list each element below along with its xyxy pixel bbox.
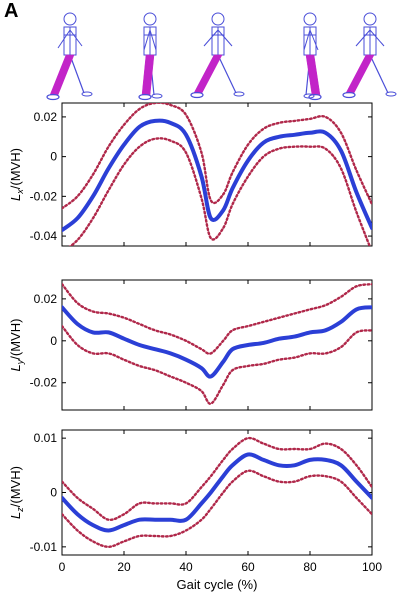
lower-bound-line bbox=[68, 137, 371, 246]
walking-stick-figure-icon bbox=[342, 12, 397, 99]
plot-frame bbox=[61, 279, 373, 411]
x-tick-label: 0 bbox=[59, 560, 66, 574]
y-axis-label: Lz/(MVH) bbox=[8, 466, 25, 519]
y-tick-label: 0 bbox=[50, 486, 57, 500]
upper-bound-line bbox=[62, 283, 372, 355]
chart-ly: 0.02 0 -0.02 Ly/(MVH) bbox=[8, 279, 373, 411]
mean-series-line bbox=[62, 118, 372, 233]
walking-stick-figure-icon bbox=[303, 12, 322, 101]
y-tick-label: 0.02 bbox=[34, 292, 58, 306]
x-tick-label: 40 bbox=[179, 560, 193, 574]
mean-series-line bbox=[62, 305, 372, 379]
y-axis-label: Lx/(MVH) bbox=[8, 148, 25, 201]
y-tick-label: -0.02 bbox=[30, 376, 58, 390]
x-tick-label: 20 bbox=[117, 560, 131, 574]
x-tick-label: 60 bbox=[241, 560, 255, 574]
plot-frame bbox=[61, 429, 373, 556]
y-tick-label: 0.02 bbox=[34, 110, 58, 124]
y-tick-label: 0.01 bbox=[34, 431, 58, 445]
y-tick-label: 0 bbox=[50, 150, 57, 164]
y-axis-label: Ly/(MVH) bbox=[8, 319, 25, 372]
walking-stick-figure-icon bbox=[138, 12, 163, 101]
panel-label: A bbox=[4, 0, 19, 22]
lower-bound-line bbox=[62, 324, 372, 405]
y-tick-label: -0.02 bbox=[30, 189, 58, 203]
charts-group: 0.02 0 -0.02 -0.04 Lx/(MVH) 0.02 0 -0.02 Ly/(MVH… bbox=[8, 102, 382, 592]
walking-stick-figure-icon bbox=[190, 12, 245, 99]
walking-stick-figure-icon bbox=[46, 12, 93, 101]
upper-bound-line bbox=[62, 103, 372, 210]
x-tick-label: 100 bbox=[362, 560, 382, 574]
mean-series-line bbox=[62, 452, 372, 533]
upper-bound-line bbox=[62, 436, 372, 522]
y-tick-label: 0 bbox=[50, 334, 57, 348]
x-tick-label: 80 bbox=[303, 560, 317, 574]
plot-frame bbox=[61, 102, 373, 247]
chart-lx: 0.02 0 -0.02 -0.04 Lx/(MVH) bbox=[8, 102, 373, 247]
x-axis-label: Gait cycle (%) bbox=[177, 577, 258, 592]
lower-bound-line bbox=[62, 469, 372, 549]
y-tick-label: -0.01 bbox=[30, 540, 58, 554]
walking-figures-row bbox=[46, 12, 397, 101]
y-tick-label: -0.04 bbox=[30, 229, 58, 243]
